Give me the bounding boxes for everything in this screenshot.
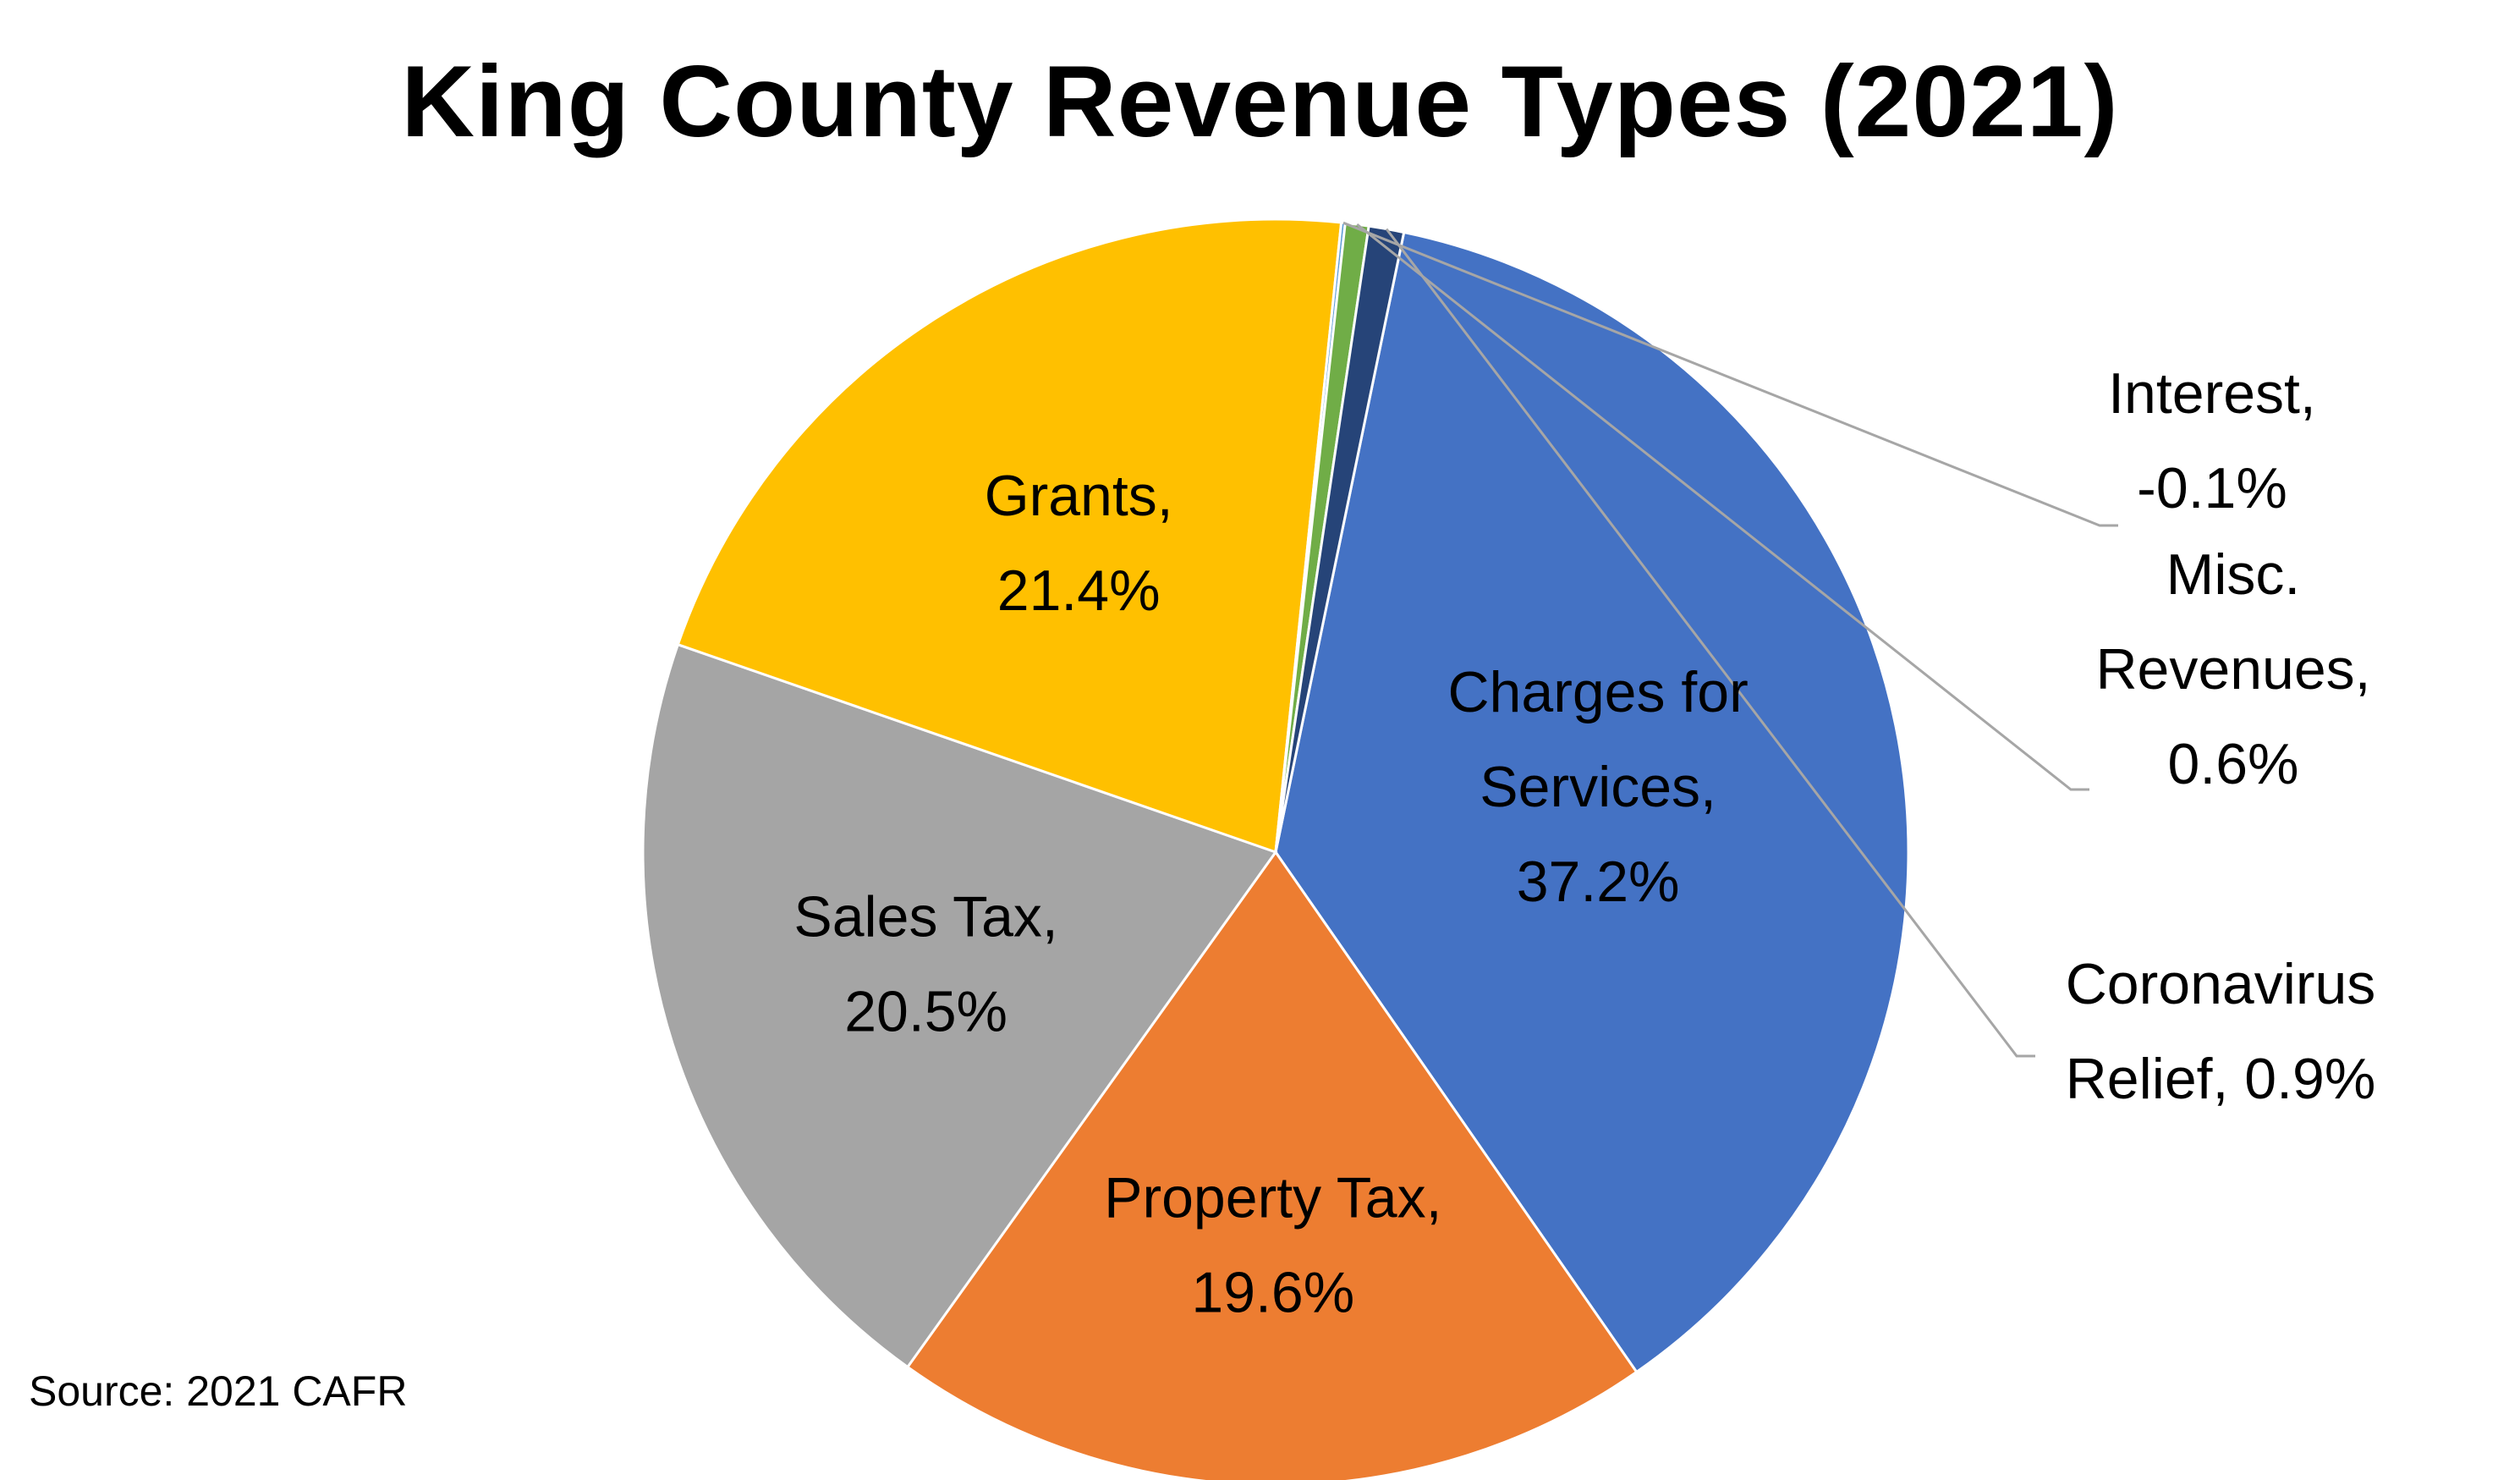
pie-slice-charges-for-services xyxy=(1274,230,1910,1374)
leader-line-coronavirus-relief xyxy=(1385,228,2035,1058)
source-note: Source: 2021 CAFR xyxy=(29,1367,408,1415)
data-label-line: 20.5% xyxy=(844,980,1007,1044)
pie-slice-sales-tax xyxy=(641,642,1278,1369)
data-label-interest: Interest, -0.1% xyxy=(2108,361,2316,520)
leader-line-misc-revenues xyxy=(1356,223,2089,791)
data-label-sales-tax: Sales Tax, 20.5% xyxy=(793,885,1057,1044)
data-label-line: Misc. xyxy=(2166,542,2301,607)
data-label-line: Coronavirus xyxy=(2066,952,2376,1016)
pie-slice-grants xyxy=(676,217,1343,855)
data-label-line: Services, xyxy=(1480,755,1716,819)
data-label-misc-revenues: Misc. Revenues, 0.6% xyxy=(2095,542,2370,796)
pie-slice-property-tax xyxy=(905,850,1639,1480)
data-label-line: 0.6% xyxy=(2168,732,2299,796)
data-label-line: 37.2% xyxy=(1517,850,1680,914)
data-label-line: Property Tax, xyxy=(1104,1166,1441,1230)
data-label-line: -0.1% xyxy=(2137,456,2287,520)
data-label-grants: Grants, 21.4% xyxy=(985,464,1173,623)
pie-slice-coronavirus-relief xyxy=(1274,224,1406,853)
data-label-line: Relief, 0.9% xyxy=(2066,1047,2376,1111)
data-label-property-tax: Property Tax, 19.6% xyxy=(1104,1166,1441,1325)
data-label-coronavirus-relief: Coronavirus Relief, 0.9% xyxy=(2066,952,2376,1111)
data-label-line: Revenues, xyxy=(2095,637,2370,701)
data-label-line: 19.6% xyxy=(1191,1261,1354,1325)
data-label-line: Sales Tax, xyxy=(793,885,1057,949)
data-label-line: Grants, xyxy=(985,464,1173,528)
data-label-line: 21.4% xyxy=(997,558,1161,623)
data-label-charges-for-services: Charges for Services, 37.2% xyxy=(1447,660,1748,914)
data-label-line: Interest, xyxy=(2108,361,2316,426)
leader-line-interest xyxy=(1342,221,2118,527)
chart-title: King County Revenue Types (2021) xyxy=(401,45,2119,158)
data-label-line: Charges for xyxy=(1447,660,1748,724)
